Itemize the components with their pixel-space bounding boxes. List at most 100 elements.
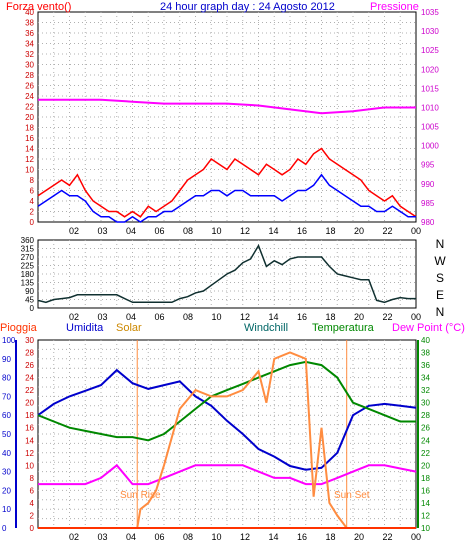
sunrise-annotation: Sun Rise: [120, 490, 161, 501]
legend-item: Dew Point (°C): [392, 322, 465, 334]
y-tick-label: 360: [21, 236, 35, 245]
chart-title: 24 hour graph day : 24 Agosto 2012: [160, 1, 335, 13]
series-line-0: [37, 368, 417, 471]
weather-ticks: 0102030405060708090100024681012141618202…: [2, 336, 430, 542]
series-line-2: [38, 463, 417, 486]
rain-tick-label: 28: [25, 349, 34, 358]
x-tick-label: 02: [69, 532, 79, 542]
y-tick-label: 135: [21, 279, 35, 288]
x-tick-label: 14: [268, 226, 278, 236]
temperature-tick-label: 18: [421, 474, 430, 483]
y-left-tick-label: 24: [25, 92, 34, 101]
y-left-tick-label: 32: [25, 50, 34, 59]
rain-tick-label: 24: [25, 374, 34, 383]
temperature-tick-label: 28: [421, 411, 430, 420]
x-tick-label: 06: [154, 532, 164, 542]
y-right-tick-label: 1000: [421, 142, 439, 151]
series-line-0: [37, 243, 416, 304]
x-tick-label: 00: [411, 312, 421, 322]
temperature-tick-label: 12: [421, 511, 430, 520]
rain-tick-label: 26: [25, 361, 34, 370]
x-tick-label: 14: [268, 312, 278, 322]
y-left-tick-label: 28: [25, 71, 34, 80]
rain-tick-label: 10: [25, 461, 34, 470]
x-tick-label: 22: [382, 312, 392, 322]
rain-tick-label: 18: [25, 411, 34, 420]
humidity-tick-label: 0: [2, 524, 7, 533]
x-tick-label: 00: [411, 226, 421, 236]
legend-item: Pioggia: [0, 322, 38, 334]
y-left-tick-label: 26: [25, 82, 34, 91]
pressure-label: Pressione: [370, 1, 419, 13]
x-tick-label: 12: [240, 226, 250, 236]
y-right-tick-label: 1005: [421, 123, 439, 132]
y-tick-label: 270: [21, 253, 35, 262]
x-tick-label: 22: [382, 226, 392, 236]
y-left-tick-label: 10: [25, 166, 34, 175]
temperature-tick-label: 26: [421, 424, 430, 433]
x-tick-label: 03: [97, 532, 107, 542]
series-line-0: [37, 147, 417, 218]
compass-label: N: [436, 305, 445, 319]
wind-pressure-ticks: 0246810121416182022242628303234363840980…: [25, 8, 439, 236]
temperature-tick-label: 36: [421, 361, 430, 370]
x-tick-label: 10: [211, 532, 221, 542]
y-left-tick-label: 34: [25, 40, 34, 49]
wind-pressure-panel: 0246810121416182022242628303234363840980…: [6, 1, 439, 236]
y-right-tick-label: 1020: [421, 65, 439, 74]
legend-item: Umidita: [66, 322, 104, 334]
x-tick-label: 02: [69, 312, 79, 322]
x-tick-label: 06: [154, 312, 164, 322]
weather-legend: Pioggia Umidita Solar Windchill Temperatura D…: [0, 322, 465, 334]
x-tick-label: 10: [211, 312, 221, 322]
y-left-tick-label: 18: [25, 124, 34, 133]
rain-tick-label: 14: [25, 436, 34, 445]
x-tick-label: 08: [183, 532, 193, 542]
rain-tick-label: 12: [25, 449, 34, 458]
compass-label: E: [436, 288, 444, 302]
y-right-tick-label: 985: [421, 199, 435, 208]
y-right-tick-label: 1030: [421, 27, 439, 36]
x-tick-label: 03: [97, 226, 107, 236]
wind-strength-label: Forza vento(): [6, 1, 71, 13]
wind-direction-series: [37, 243, 416, 304]
rain-tick-label: 30: [25, 336, 34, 345]
y-right-tick-label: 980: [421, 218, 435, 227]
humidity-tick-label: 90: [2, 355, 11, 364]
humidity-tick-label: 60: [2, 411, 11, 420]
rain-tick-label: 0: [30, 524, 35, 533]
y-tick-label: 90: [25, 287, 34, 296]
series-line-1: [37, 173, 416, 223]
rain-tick-label: 4: [30, 499, 35, 508]
y-right-tick-label: 990: [421, 180, 435, 189]
legend-item: Temperatura: [312, 322, 375, 334]
x-tick-label: 16: [297, 312, 307, 322]
wind-pressure-series: [37, 98, 417, 223]
x-tick-label: 22: [382, 532, 392, 542]
x-tick-label: 04: [126, 312, 136, 322]
y-tick-label: 0: [30, 304, 35, 313]
compass-label: S: [436, 271, 444, 285]
x-tick-label: 16: [297, 532, 307, 542]
temperature-tick-label: 34: [421, 374, 430, 383]
y-tick-label: 180: [21, 270, 35, 279]
rain-tick-label: 6: [30, 486, 35, 495]
temperature-tick-label: 38: [421, 349, 430, 358]
y-left-tick-label: 2: [30, 208, 35, 217]
y-left-tick-label: 38: [25, 19, 34, 28]
x-tick-label: 08: [183, 312, 193, 322]
y-left-tick-label: 4: [30, 197, 35, 206]
x-tick-label: 20: [354, 532, 364, 542]
y-left-tick-label: 20: [25, 113, 34, 122]
y-tick-label: 45: [25, 296, 34, 305]
temperature-tick-label: 32: [421, 386, 430, 395]
y-left-tick-label: 0: [30, 218, 35, 227]
y-left-tick-label: 8: [30, 176, 35, 185]
x-tick-label: 04: [126, 226, 136, 236]
x-tick-label: 03: [97, 312, 107, 322]
x-tick-label: 08: [183, 226, 193, 236]
